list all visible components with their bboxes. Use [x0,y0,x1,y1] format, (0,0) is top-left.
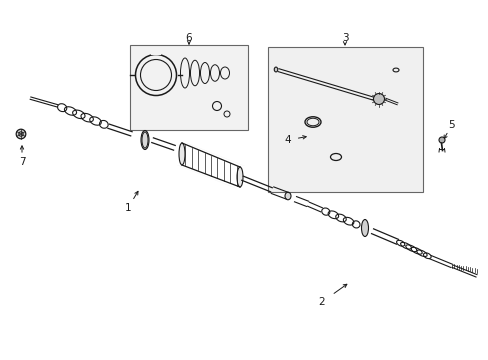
Ellipse shape [285,192,290,200]
Text: 3: 3 [341,33,347,43]
Ellipse shape [274,67,277,72]
Ellipse shape [237,167,243,187]
Text: 1: 1 [124,203,131,213]
Circle shape [16,129,26,139]
Bar [267,47,422,192]
Bar [130,45,247,130]
Text: 2: 2 [318,297,325,307]
Ellipse shape [179,143,184,165]
Circle shape [373,94,384,104]
Text: 7: 7 [19,157,25,167]
Text: 4: 4 [284,135,291,145]
Circle shape [438,137,444,143]
Ellipse shape [361,220,368,237]
Text: 5: 5 [448,120,454,130]
Ellipse shape [141,130,149,149]
Text: 6: 6 [185,33,192,43]
